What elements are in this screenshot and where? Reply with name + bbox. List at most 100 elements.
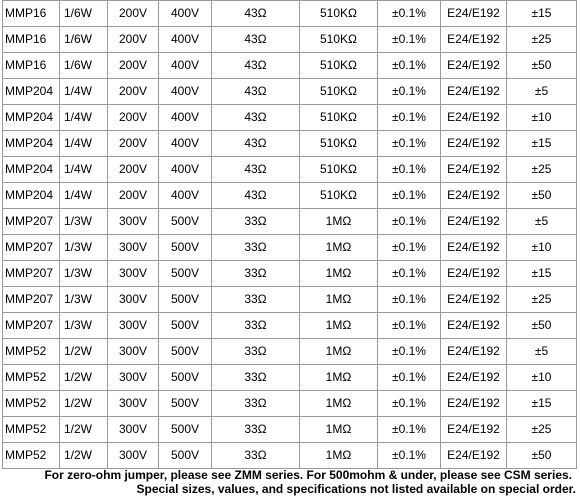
table-row: MMP207 1/3W 300V 500V 33Ω 1MΩ ±0.1% E24/E192 ±50: [3, 313, 577, 339]
cell-voltage: 300V: [108, 261, 159, 287]
cell-tolerance: ±0.1%: [378, 79, 441, 105]
cell-model: MMP204: [3, 183, 60, 209]
cell-overload-voltage: 500V: [159, 339, 212, 365]
cell-power: 1/4W: [60, 105, 108, 131]
cell-tolerance: ±0.1%: [378, 391, 441, 417]
table-row: MMP52 1/2W 300V 500V 33Ω 1MΩ ±0.1% E24/E192 ±10: [3, 365, 577, 391]
cell-tcr: ±25: [507, 287, 577, 313]
cell-tcr: ±50: [507, 313, 577, 339]
cell-model: MMP52: [3, 443, 60, 469]
cell-max-resistance: 1MΩ: [300, 339, 378, 365]
cell-voltage: 300V: [108, 365, 159, 391]
cell-series: E24/E192: [441, 261, 507, 287]
cell-min-resistance: 43Ω: [212, 53, 300, 79]
cell-min-resistance: 43Ω: [212, 27, 300, 53]
cell-min-resistance: 33Ω: [212, 339, 300, 365]
cell-tolerance: ±0.1%: [378, 417, 441, 443]
cell-series: E24/E192: [441, 235, 507, 261]
cell-power: 1/2W: [60, 391, 108, 417]
cell-min-resistance: 33Ω: [212, 417, 300, 443]
cell-min-resistance: 43Ω: [212, 131, 300, 157]
cell-tolerance: ±0.1%: [378, 339, 441, 365]
cell-series: E24/E192: [441, 1, 507, 27]
cell-tcr: ±50: [507, 183, 577, 209]
cell-max-resistance: 510KΩ: [300, 1, 378, 27]
cell-overload-voltage: 500V: [159, 287, 212, 313]
cell-tolerance: ±0.1%: [378, 443, 441, 469]
cell-voltage: 200V: [108, 157, 159, 183]
cell-power: 1/3W: [60, 235, 108, 261]
cell-max-resistance: 1MΩ: [300, 417, 378, 443]
cell-overload-voltage: 400V: [159, 105, 212, 131]
cell-model: MMP52: [3, 391, 60, 417]
cell-voltage: 300V: [108, 209, 159, 235]
table-row: MMP52 1/2W 300V 500V 33Ω 1MΩ ±0.1% E24/E192 ±15: [3, 391, 577, 417]
cell-min-resistance: 43Ω: [212, 1, 300, 27]
cell-model: MMP204: [3, 157, 60, 183]
cell-overload-voltage: 500V: [159, 261, 212, 287]
cell-voltage: 300V: [108, 391, 159, 417]
table-row: MMP207 1/3W 300V 500V 33Ω 1MΩ ±0.1% E24/E192 ±25: [3, 287, 577, 313]
cell-min-resistance: 43Ω: [212, 157, 300, 183]
cell-overload-voltage: 500V: [159, 365, 212, 391]
cell-model: MMP52: [3, 365, 60, 391]
cell-series: E24/E192: [441, 443, 507, 469]
cell-overload-voltage: 400V: [159, 131, 212, 157]
cell-tolerance: ±0.1%: [378, 235, 441, 261]
cell-overload-voltage: 400V: [159, 53, 212, 79]
cell-max-resistance: 510KΩ: [300, 183, 378, 209]
cell-power: 1/4W: [60, 157, 108, 183]
footnotes: For zero-ohm jumper, please see ZMM seri…: [0, 468, 576, 496]
cell-voltage: 300V: [108, 417, 159, 443]
cell-tcr: ±15: [507, 131, 577, 157]
cell-min-resistance: 33Ω: [212, 365, 300, 391]
cell-tcr: ±5: [507, 79, 577, 105]
table-row: MMP52 1/2W 300V 500V 33Ω 1MΩ ±0.1% E24/E192 ±25: [3, 417, 577, 443]
cell-power: 1/6W: [60, 27, 108, 53]
cell-power: 1/4W: [60, 131, 108, 157]
cell-tcr: ±10: [507, 235, 577, 261]
cell-overload-voltage: 500V: [159, 209, 212, 235]
cell-max-resistance: 1MΩ: [300, 391, 378, 417]
cell-max-resistance: 510KΩ: [300, 79, 378, 105]
cell-series: E24/E192: [441, 105, 507, 131]
cell-overload-voltage: 500V: [159, 417, 212, 443]
cell-tcr: ±25: [507, 27, 577, 53]
cell-power: 1/4W: [60, 183, 108, 209]
cell-min-resistance: 43Ω: [212, 183, 300, 209]
cell-model: MMP52: [3, 339, 60, 365]
cell-max-resistance: 1MΩ: [300, 443, 378, 469]
cell-series: E24/E192: [441, 209, 507, 235]
cell-overload-voltage: 500V: [159, 313, 212, 339]
cell-power: 1/6W: [60, 1, 108, 27]
table-row: MMP16 1/6W 200V 400V 43Ω 510KΩ ±0.1% E24/E192 ±2…: [3, 27, 577, 53]
cell-model: MMP207: [3, 235, 60, 261]
table-row: MMP207 1/3W 300V 500V 33Ω 1MΩ ±0.1% E24/E192 ±10: [3, 235, 577, 261]
cell-series: E24/E192: [441, 27, 507, 53]
cell-voltage: 200V: [108, 79, 159, 105]
cell-tolerance: ±0.1%: [378, 157, 441, 183]
table-row: MMP204 1/4W 200V 400V 43Ω 510KΩ ±0.1% E24/E192 ±…: [3, 105, 577, 131]
cell-min-resistance: 33Ω: [212, 287, 300, 313]
cell-power: 1/6W: [60, 53, 108, 79]
cell-max-resistance: 510KΩ: [300, 157, 378, 183]
cell-voltage: 200V: [108, 105, 159, 131]
cell-tcr: ±5: [507, 339, 577, 365]
cell-series: E24/E192: [441, 391, 507, 417]
cell-tolerance: ±0.1%: [378, 209, 441, 235]
cell-model: MMP16: [3, 27, 60, 53]
cell-min-resistance: 33Ω: [212, 391, 300, 417]
resistor-spec-table: MMP16 1/6W 200V 400V 43Ω 510KΩ ±0.1% E24/E192 ±1…: [2, 0, 577, 469]
cell-overload-voltage: 400V: [159, 79, 212, 105]
cell-model: MMP52: [3, 417, 60, 443]
cell-tolerance: ±0.1%: [378, 313, 441, 339]
footnote-zero-ohm: For zero-ohm jumper, please see ZMM seri…: [44, 468, 572, 482]
cell-tolerance: ±0.1%: [378, 183, 441, 209]
cell-model: MMP204: [3, 105, 60, 131]
cell-model: MMP207: [3, 287, 60, 313]
table-row: MMP207 1/3W 300V 500V 33Ω 1MΩ ±0.1% E24/E192 ±15: [3, 261, 577, 287]
cell-max-resistance: 1MΩ: [300, 209, 378, 235]
cell-min-resistance: 33Ω: [212, 313, 300, 339]
cell-voltage: 300V: [108, 339, 159, 365]
cell-overload-voltage: 500V: [159, 391, 212, 417]
